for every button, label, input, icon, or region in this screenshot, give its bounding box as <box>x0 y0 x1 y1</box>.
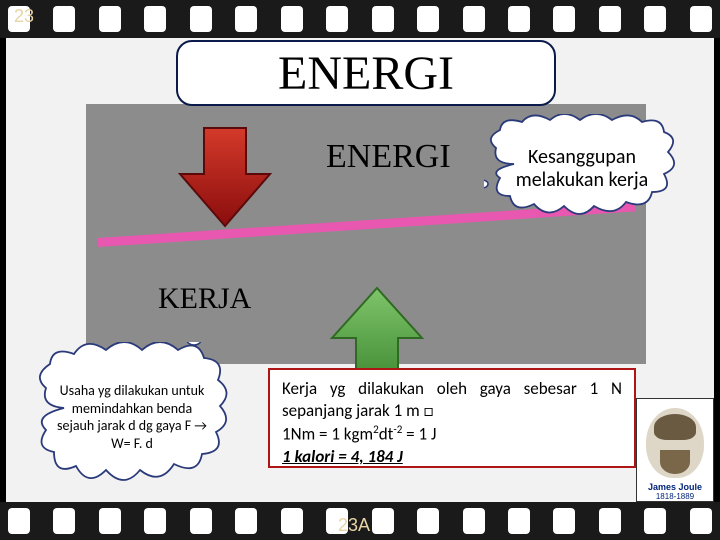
portrait-face-icon <box>646 408 704 478</box>
formula-line3: 1Nm = 1 kgm2dt-2 = 1 J <box>282 422 622 446</box>
portrait-years: 1818-1889 <box>656 492 694 501</box>
cloud-definition-energi: Kesanggupan melakukan kerja <box>484 114 680 224</box>
film-frame-number: 23 <box>14 6 34 27</box>
heading-energi: ENERGI <box>326 138 451 176</box>
cloud-definition-kerja: Usaha yg dilakukan untuk memindahkan ben… <box>34 342 230 492</box>
title-box: ENERGI <box>176 40 556 106</box>
formula-box: Kerja yg dilakukan oleh gaya sebesar 1 N… <box>268 368 636 468</box>
formula-line4: 1 kalori = 4, 184 J <box>282 446 622 468</box>
arrow-down-icon <box>170 122 280 232</box>
heading-kerja: KERJA <box>158 282 251 316</box>
film-border-bottom: 23A <box>0 502 720 540</box>
title-text: ENERGI <box>278 46 454 101</box>
cloud-right-text: Kesanggupan melakukan kerja <box>492 122 672 216</box>
film-border-top: 23 <box>0 0 720 38</box>
formula-line1: Kerja yg dilakukan oleh gaya sebesar 1 N… <box>282 378 622 421</box>
cloud-left-text: Usaha yg dilakukan untuk memindahkan ben… <box>42 350 222 484</box>
slide-stage: ENERGI ENERGI KERJA Kesanggupan melakuka… <box>0 38 720 502</box>
joule-portrait: James Joule 1818-1889 <box>636 398 714 502</box>
film-frame-number: 23A <box>338 515 370 536</box>
portrait-name: James Joule <box>648 482 702 492</box>
